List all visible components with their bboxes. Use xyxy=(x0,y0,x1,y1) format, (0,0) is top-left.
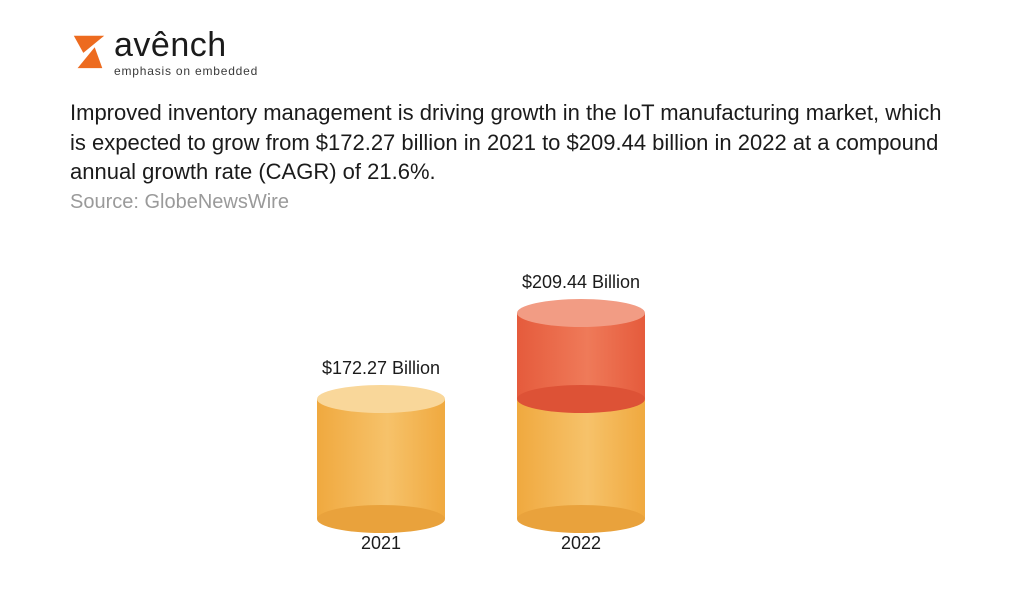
bar-x-label: 2022 xyxy=(561,533,601,554)
cylinder xyxy=(317,399,445,519)
cylinder-bottom-ellipse xyxy=(317,505,445,533)
cylinder-bottom-ellipse xyxy=(517,505,645,533)
chart-bar-2021: $172.27 Billion 2021 xyxy=(316,358,446,554)
logo-mark-icon xyxy=(70,30,108,72)
page: avênch emphasis on embedded Improved inv… xyxy=(0,0,1024,602)
brand-logo: avênch emphasis on embedded xyxy=(70,30,954,78)
logo-name: avênch xyxy=(114,28,258,62)
cylinder-top-ellipse xyxy=(317,385,445,413)
cylinder-chart: $172.27 Billion 2021 $209.44 Billion 202… xyxy=(70,234,954,594)
chart-bar-2022: $209.44 Billion 2022 xyxy=(516,272,646,554)
cylinder-body xyxy=(317,399,445,519)
logo-text: avênch emphasis on embedded xyxy=(114,28,258,78)
bar-value-label: $209.44 Billion xyxy=(522,272,640,293)
cylinder-segment2-bottom-ellipse xyxy=(517,385,645,413)
cylinder-segment2-top-ellipse xyxy=(517,299,645,327)
description-text: Improved inventory management is driving… xyxy=(70,98,950,187)
logo-tagline: emphasis on embedded xyxy=(114,64,258,78)
bar-x-label: 2021 xyxy=(361,533,401,554)
cylinder xyxy=(517,313,645,519)
source-text: Source: GlobeNewsWire xyxy=(70,191,954,214)
bar-value-label: $172.27 Billion xyxy=(322,358,440,379)
